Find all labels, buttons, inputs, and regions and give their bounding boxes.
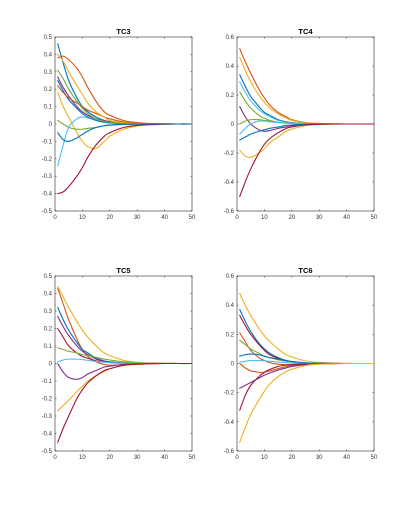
x-tick-label: 10 <box>261 455 268 461</box>
series-line-10 <box>57 362 193 443</box>
y-tick-label: 0.4 <box>44 292 53 298</box>
y-tick-label: 0.2 <box>44 87 53 93</box>
x-tick-label: 20 <box>106 455 113 461</box>
y-tick-label: -0.4 <box>224 420 235 426</box>
y-tick-label: -0.2 <box>224 391 235 397</box>
y-tick-label: 0.5 <box>44 35 53 41</box>
series-line-11 <box>239 123 375 198</box>
y-tick-label: -0.3 <box>42 414 53 420</box>
x-tick-label: 30 <box>134 455 141 461</box>
series-line-12 <box>57 123 193 143</box>
y-tick-label: 0 <box>49 122 53 128</box>
y-tick-label: -0.6 <box>224 209 235 215</box>
x-tick-label: 10 <box>79 455 86 461</box>
x-tick-label: 0 <box>235 215 239 221</box>
x-tick-label: 0 <box>53 215 57 221</box>
chart-title: TC5 <box>116 266 130 275</box>
y-tick-label: -0.4 <box>224 180 235 186</box>
y-tick-label: 0.4 <box>44 52 53 58</box>
chart-title: TC4 <box>298 27 313 36</box>
x-tick-label: 0 <box>53 455 57 461</box>
chart-title: TC3 <box>116 27 130 36</box>
x-tick-label: 30 <box>134 215 141 221</box>
y-tick-label: -0.2 <box>224 151 235 157</box>
x-tick-label: 50 <box>189 215 196 221</box>
y-tick-label: -0.1 <box>42 379 53 385</box>
y-tick-label: -0.2 <box>42 397 53 403</box>
x-tick-label: 20 <box>106 215 113 221</box>
panel-tc6: 0 10 20 30 40 50 -0.6 -0.4 -0.2 0 0.2 0.4 0.6 TC6 <box>224 266 378 461</box>
y-tick-label: 0 <box>231 362 235 368</box>
x-tick-label: 50 <box>371 215 378 221</box>
y-tick-label: -0.5 <box>42 449 53 455</box>
y-tick-label: -0.6 <box>224 449 235 455</box>
y-tick-label: 0.5 <box>44 274 53 280</box>
series-line-11 <box>239 362 375 443</box>
panel-tc4: 0 10 20 30 40 50 -0.6 -0.4 -0.2 0 0.2 0.4 0.6 TC4 <box>224 27 378 221</box>
y-tick-label: 0.6 <box>226 274 235 280</box>
panel-tc5: 0 10 20 30 40 50 -0.5 -0.4 -0.3 -0.2 -0.1 0 0.1 0.2 0.… <box>42 266 196 461</box>
y-tick-label: 0 <box>231 122 235 128</box>
y-tick-label: -0.1 <box>42 139 53 145</box>
x-tick-label: 40 <box>161 455 168 461</box>
x-tick-label: 40 <box>161 215 168 221</box>
y-tick-label: 0.2 <box>226 93 235 99</box>
y-tick-label: 0.1 <box>44 344 53 350</box>
y-tick-label: -0.4 <box>42 192 53 198</box>
x-tick-label: 30 <box>316 455 323 461</box>
y-tick-label: -0.4 <box>42 432 53 438</box>
x-tick-label: 10 <box>261 215 268 221</box>
x-tick-label: 10 <box>79 215 86 221</box>
y-tick-label: -0.2 <box>42 157 53 163</box>
panel-tc3: 0 10 20 30 40 50 -0.5 -0.4 -0.3 -0.2 -0.1 0 0.1 0.2 0.… <box>42 27 196 221</box>
y-tick-label: -0.5 <box>42 209 53 215</box>
y-tick-label: 0.3 <box>44 309 53 315</box>
x-tick-label: 30 <box>316 215 323 221</box>
y-tick-label: 0.1 <box>44 105 53 111</box>
x-tick-label: 0 <box>235 455 239 461</box>
x-tick-label: 20 <box>288 215 295 221</box>
y-tick-label: 0.3 <box>44 70 53 76</box>
y-tick-label: 0.6 <box>226 35 235 41</box>
y-tick-label: 0.2 <box>44 327 53 333</box>
x-tick-label: 40 <box>343 215 350 221</box>
y-tick-label: 0.2 <box>226 332 235 338</box>
y-tick-label: 0 <box>49 362 53 368</box>
y-tick-label: 0.4 <box>226 64 235 70</box>
y-tick-label: -0.3 <box>42 174 53 180</box>
y-tick-label: 0.4 <box>226 303 235 309</box>
x-tick-label: 50 <box>371 455 378 461</box>
chart-title: TC6 <box>298 266 312 275</box>
x-tick-label: 20 <box>288 455 295 461</box>
x-tick-label: 50 <box>189 455 196 461</box>
x-tick-label: 40 <box>343 455 350 461</box>
